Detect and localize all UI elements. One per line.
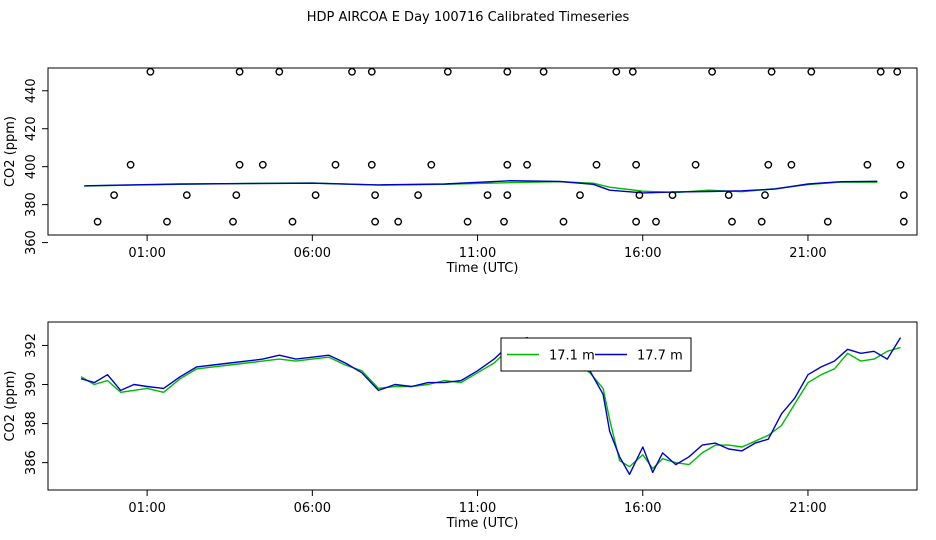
top-panel-frame xyxy=(47,67,918,236)
top-panel-data-point xyxy=(632,160,640,169)
top-panel-data-point xyxy=(427,160,436,169)
top-panel-data-point xyxy=(761,191,769,200)
top-panel-data-point xyxy=(724,191,733,200)
top-panel-data-point xyxy=(728,217,736,226)
top-panel-data-point xyxy=(767,67,776,76)
top-panel-data-point xyxy=(807,67,816,76)
top-panel-data-point xyxy=(523,160,531,169)
top-panel-data-point xyxy=(443,67,452,76)
top-panel-data-point xyxy=(896,160,905,169)
top-panel-data-point xyxy=(757,217,766,226)
bottom-panel-y-tick-label: 390 xyxy=(24,372,39,397)
top-panel-series-blue-line xyxy=(84,179,878,194)
top-panel-data-point xyxy=(414,191,422,200)
top-panel-y-tick-label: 440 xyxy=(24,78,39,103)
top-panel-data-point xyxy=(708,67,716,76)
top-panel-data-point xyxy=(348,67,356,76)
top-panel-data-point xyxy=(612,67,621,76)
bottom-panel-x-tick-label: 11:00 xyxy=(459,501,496,516)
top-panel-x-axis-title: Time (UTC) xyxy=(446,261,519,276)
bottom-panel-x-tick-label: 21:00 xyxy=(789,501,826,516)
top-panel-data-point xyxy=(163,217,171,226)
top-panel-y-tick-label: 360 xyxy=(24,230,39,255)
top-panel-data-point xyxy=(232,191,241,200)
top-panel-data-point xyxy=(235,160,244,169)
top-panel-data-point xyxy=(823,217,832,226)
top-panel-data-point xyxy=(764,160,773,169)
top-panel-data-point xyxy=(503,160,512,169)
top-panel-data-point xyxy=(288,217,297,226)
top-panel-data-point xyxy=(876,67,885,76)
top-panel-data-point xyxy=(311,191,320,200)
bottom-panel-y-tick-label: 386 xyxy=(24,450,39,475)
top-panel-y-tick-label: 420 xyxy=(24,116,39,141)
top-panel-data-point xyxy=(899,191,908,200)
top-panel-data-point xyxy=(93,217,102,226)
bottom-panel-x-tick-label: 06:00 xyxy=(294,501,331,516)
top-panel-data-point xyxy=(592,160,601,169)
top-panel-x-tick-label: 06:00 xyxy=(294,246,331,261)
bottom-panel-series-green-line xyxy=(80,340,901,470)
top-panel-data-point xyxy=(110,191,119,200)
top-panel-data-point xyxy=(371,191,379,200)
top-panel-x-tick-label: 11:00 xyxy=(459,246,496,261)
top-panel-data-point xyxy=(635,191,644,200)
top-panel-data-point xyxy=(628,67,637,76)
top-panel-data-point xyxy=(576,191,584,200)
top-panel-data-point xyxy=(258,160,267,169)
bottom-panel-x-tick-label: 16:00 xyxy=(624,501,661,516)
bottom-panel-frame xyxy=(47,321,918,491)
top-panel-data-point xyxy=(126,160,135,169)
top-panel-data-point xyxy=(235,67,244,76)
top-panel-data-point xyxy=(559,217,568,226)
top-panel-data-point xyxy=(863,160,872,169)
top-panel-data-point xyxy=(632,217,640,226)
legend-label-blue: 17.7 m xyxy=(637,349,683,364)
top-panel-x-tick-label: 01:00 xyxy=(128,246,165,261)
bottom-panel-y-axis-title: CO2 (ppm) xyxy=(3,370,18,441)
top-panel-data-point xyxy=(146,67,155,76)
top-panel-data-point xyxy=(787,160,796,169)
top-panel-data-point xyxy=(229,217,237,226)
top-panel-data-point xyxy=(483,191,492,200)
bottom-panel-y-tick-label: 392 xyxy=(24,333,39,358)
legend-label-green: 17.1 m xyxy=(549,349,595,364)
top-panel-data-point xyxy=(539,67,548,76)
top-panel-data-point xyxy=(367,67,376,76)
top-panel-data-point xyxy=(367,160,376,169)
top-panel-data-point xyxy=(500,217,508,226)
top-panel-data-point xyxy=(691,160,700,169)
top-panel-data-point xyxy=(182,191,191,200)
bottom-panel-x-axis-title: Time (UTC) xyxy=(446,516,519,531)
top-panel-data-point xyxy=(893,67,902,76)
bottom-panel-y-tick-label: 388 xyxy=(24,411,39,436)
top-panel-y-tick-label: 400 xyxy=(24,154,39,179)
top-panel-data-point xyxy=(899,217,908,226)
top-panel-data-point xyxy=(371,217,379,226)
top-panel-x-tick-label: 16:00 xyxy=(624,246,661,261)
top-panel-data-point xyxy=(463,217,472,226)
top-panel-y-tick-label: 380 xyxy=(24,192,39,217)
top-panel-data-point xyxy=(394,217,403,226)
top-panel-y-axis-title: CO2 (ppm) xyxy=(3,116,18,187)
top-panel-data-point xyxy=(652,217,660,226)
top-panel-data-point xyxy=(503,67,512,76)
bottom-panel-series-blue-line xyxy=(80,336,902,476)
top-panel-data-point xyxy=(275,67,284,76)
chart-title: HDP AIRCOA E Day 100716 Calibrated Times… xyxy=(306,10,630,25)
top-panel-data-point xyxy=(331,160,340,169)
top-panel-data-point xyxy=(503,191,512,200)
top-panel-x-tick-label: 21:00 xyxy=(789,246,826,261)
top-panel-data-point xyxy=(668,191,677,200)
bottom-panel-x-tick-label: 01:00 xyxy=(128,501,165,516)
